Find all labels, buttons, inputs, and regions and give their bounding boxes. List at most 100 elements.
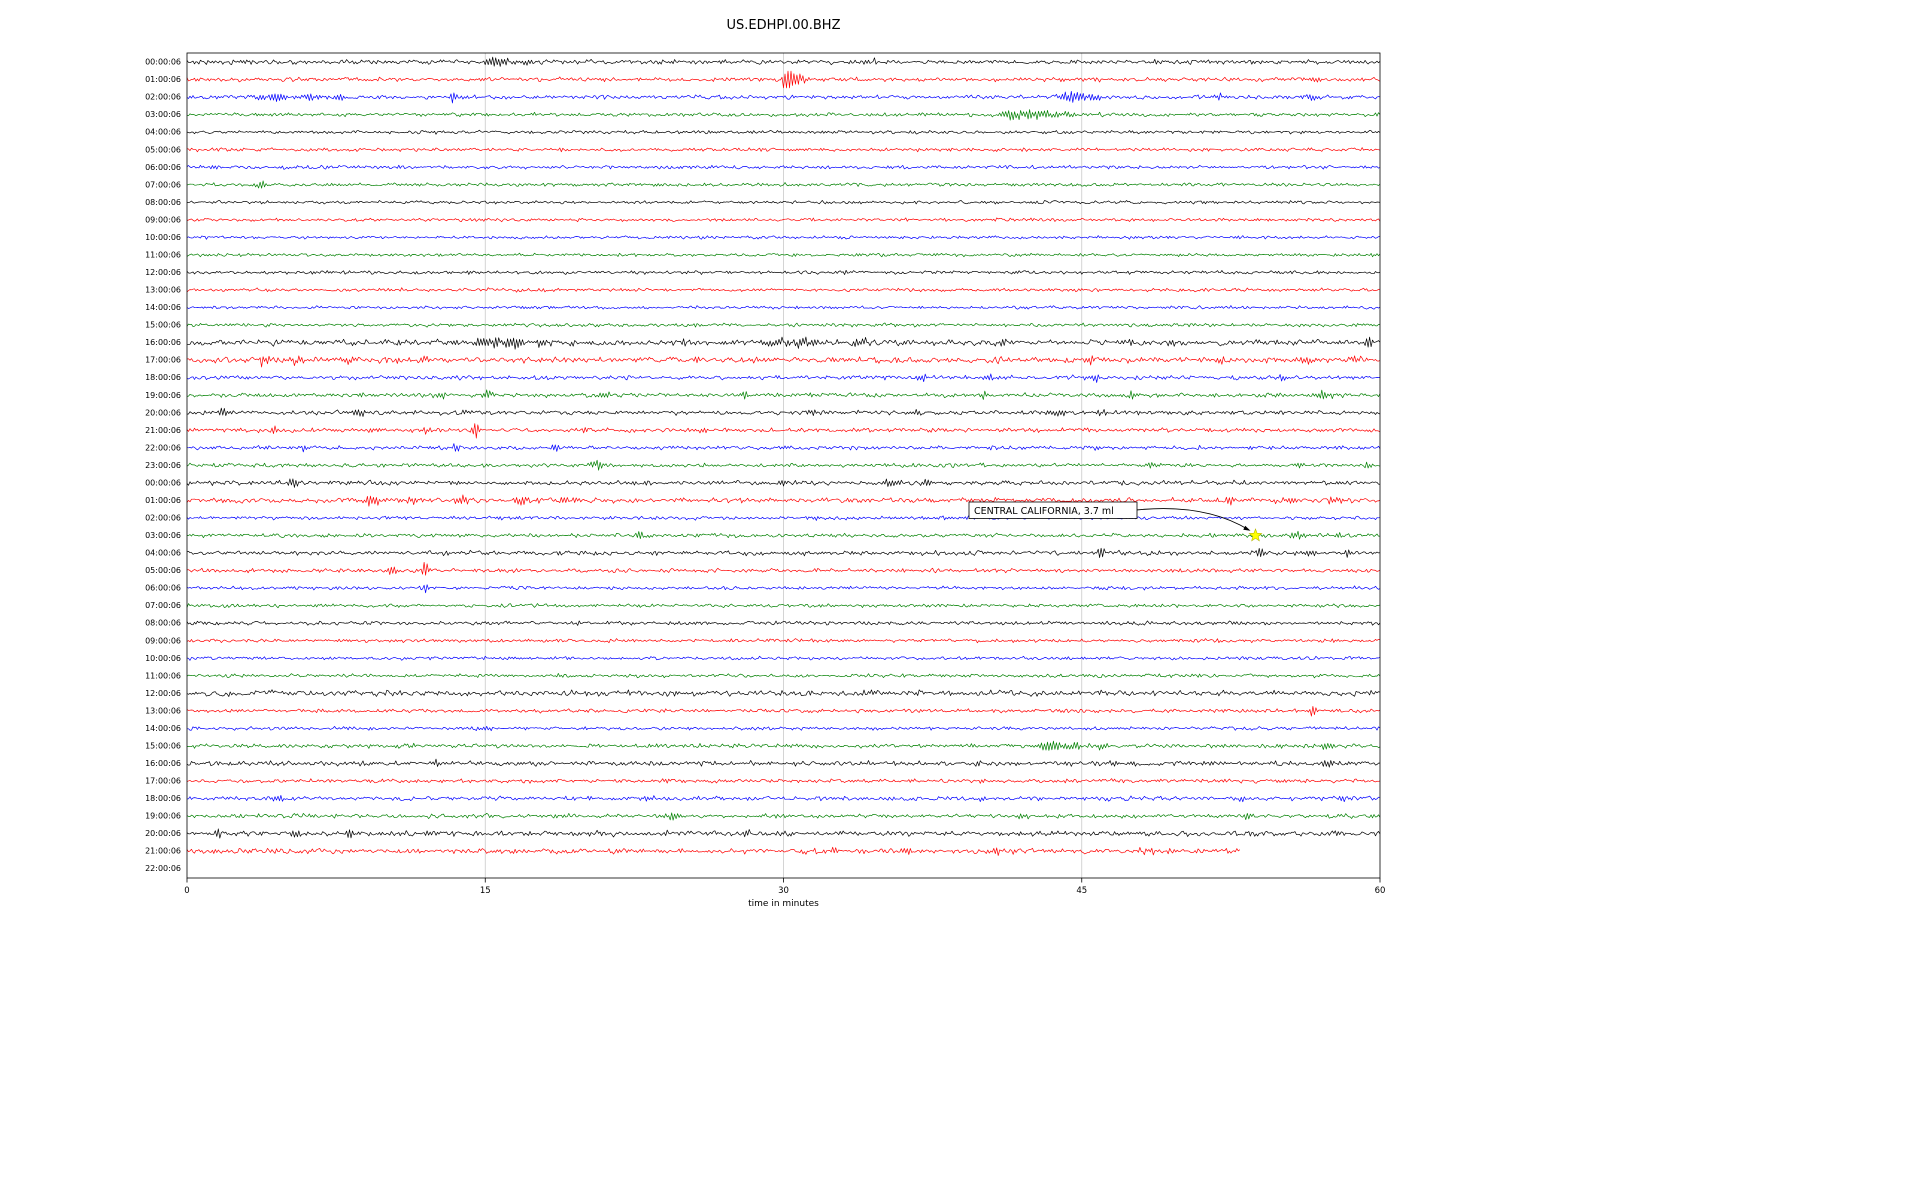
trace-row-1 — [186, 70, 1381, 89]
row-label-30: 06:00:06 — [145, 584, 181, 593]
annotation-arrowhead — [1243, 525, 1251, 531]
trace-row-23 — [186, 459, 1381, 471]
row-label-34: 10:00:06 — [145, 654, 181, 663]
row-label-11: 11:00:06 — [145, 250, 181, 259]
row-label-4: 04:00:06 — [145, 128, 181, 137]
trace-row-10 — [186, 235, 1381, 240]
trace-row-38 — [187, 725, 1381, 732]
row-label-21: 21:00:06 — [145, 426, 181, 435]
row-label-2: 02:00:06 — [145, 93, 181, 102]
trace-row-22 — [186, 443, 1381, 453]
trace-row-19 — [186, 389, 1381, 400]
trace-row-0 — [186, 56, 1381, 67]
row-label-45: 21:00:06 — [145, 847, 181, 856]
annotation-arrow — [1135, 508, 1250, 531]
trace-row-8 — [186, 200, 1381, 205]
trace-row-30 — [186, 584, 1381, 594]
row-label-15: 15:00:06 — [145, 321, 181, 330]
trace-row-26 — [186, 515, 1381, 521]
trace-row-3 — [186, 109, 1381, 121]
event-star-icon — [1248, 528, 1263, 542]
x-tick-label-30: 30 — [778, 886, 789, 896]
trace-row-4 — [186, 129, 1381, 135]
row-label-7: 07:00:06 — [145, 180, 181, 189]
row-label-33: 09:00:06 — [145, 636, 181, 645]
trace-row-9 — [186, 217, 1381, 223]
row-label-8: 08:00:06 — [145, 198, 181, 207]
trace-row-2 — [186, 90, 1381, 104]
row-label-14: 14:00:06 — [145, 303, 181, 312]
row-label-20: 20:00:06 — [145, 408, 181, 417]
row-label-36: 12:00:06 — [145, 689, 181, 698]
trace-row-32 — [186, 620, 1381, 626]
trace-group — [186, 56, 1381, 856]
trace-row-20 — [186, 407, 1381, 417]
row-label-1: 01:00:06 — [145, 75, 181, 84]
row-label-17: 17:00:06 — [145, 356, 181, 365]
row-label-46: 22:00:06 — [145, 864, 181, 873]
trace-row-34 — [186, 655, 1381, 661]
trace-row-15 — [186, 322, 1381, 328]
trace-row-37 — [186, 706, 1381, 717]
x-tick-label-45: 45 — [1076, 886, 1087, 896]
trace-row-27 — [186, 530, 1381, 540]
row-label-40: 16:00:06 — [145, 759, 181, 768]
trace-row-25 — [186, 494, 1381, 507]
trace-row-31 — [186, 603, 1381, 609]
row-label-group: 00:00:06 01:00:06 02:00:06 03:00:06 04:00:06… — [145, 58, 181, 874]
gridlines — [484, 53, 1083, 878]
row-label-41: 17:00:06 — [145, 777, 181, 786]
row-label-35: 11:00:06 — [145, 671, 181, 680]
trace-row-41 — [186, 778, 1381, 784]
row-label-32: 08:00:06 — [145, 619, 181, 628]
chart-title: US.EDHPI.00.BHZ — [727, 18, 841, 33]
trace-row-5 — [186, 147, 1381, 153]
row-label-9: 09:00:06 — [145, 215, 181, 224]
x-axis-label: time in minutes — [748, 899, 819, 909]
row-label-24: 00:00:06 — [145, 478, 181, 487]
trace-row-35 — [186, 673, 1381, 679]
trace-row-18 — [186, 373, 1381, 383]
trace-row-45 — [186, 846, 1241, 856]
row-label-29: 05:00:06 — [145, 566, 181, 575]
trace-row-13 — [186, 287, 1381, 293]
x-axis: 0 15 30 45 60 — [184, 878, 1385, 896]
row-label-0: 00:00:06 — [145, 58, 181, 67]
annotation-text: CENTRAL CALIFORNIA, 3.7 ml — [974, 506, 1114, 517]
trace-row-29 — [186, 561, 1381, 576]
row-label-27: 03:00:06 — [145, 531, 181, 540]
row-label-26: 02:00:06 — [145, 514, 181, 523]
row-label-13: 13:00:06 — [145, 286, 181, 295]
row-label-38: 14:00:06 — [145, 724, 181, 733]
row-label-6: 06:00:06 — [145, 163, 181, 172]
trace-row-12 — [186, 269, 1381, 275]
row-label-43: 19:00:06 — [145, 812, 181, 821]
trace-row-11 — [186, 252, 1381, 258]
annotation-box — [968, 501, 1138, 519]
trace-row-17 — [186, 355, 1381, 368]
trace-row-21 — [186, 423, 1381, 439]
row-label-28: 04:00:06 — [145, 549, 181, 558]
x-tick-label-15: 15 — [480, 886, 491, 896]
row-label-18: 18:00:06 — [145, 373, 181, 382]
row-label-31: 07:00:06 — [145, 601, 181, 610]
row-label-3: 03:00:06 — [145, 110, 181, 119]
trace-row-33 — [186, 638, 1381, 644]
row-label-25: 01:00:06 — [145, 496, 181, 505]
trace-row-40 — [186, 758, 1381, 768]
row-label-5: 05:00:06 — [145, 145, 181, 154]
trace-row-28 — [186, 547, 1381, 558]
row-label-19: 19:00:06 — [145, 391, 181, 400]
trace-row-36 — [186, 689, 1381, 697]
row-label-12: 12:00:06 — [145, 268, 181, 277]
trace-row-42 — [186, 795, 1381, 803]
row-label-16: 16:00:06 — [145, 338, 181, 347]
row-label-23: 23:00:06 — [145, 461, 181, 470]
row-label-39: 15:00:06 — [145, 741, 181, 750]
trace-row-16 — [186, 336, 1381, 350]
row-label-22: 22:00:06 — [145, 443, 181, 452]
trace-row-6 — [186, 164, 1381, 170]
row-label-42: 18:00:06 — [145, 794, 181, 803]
